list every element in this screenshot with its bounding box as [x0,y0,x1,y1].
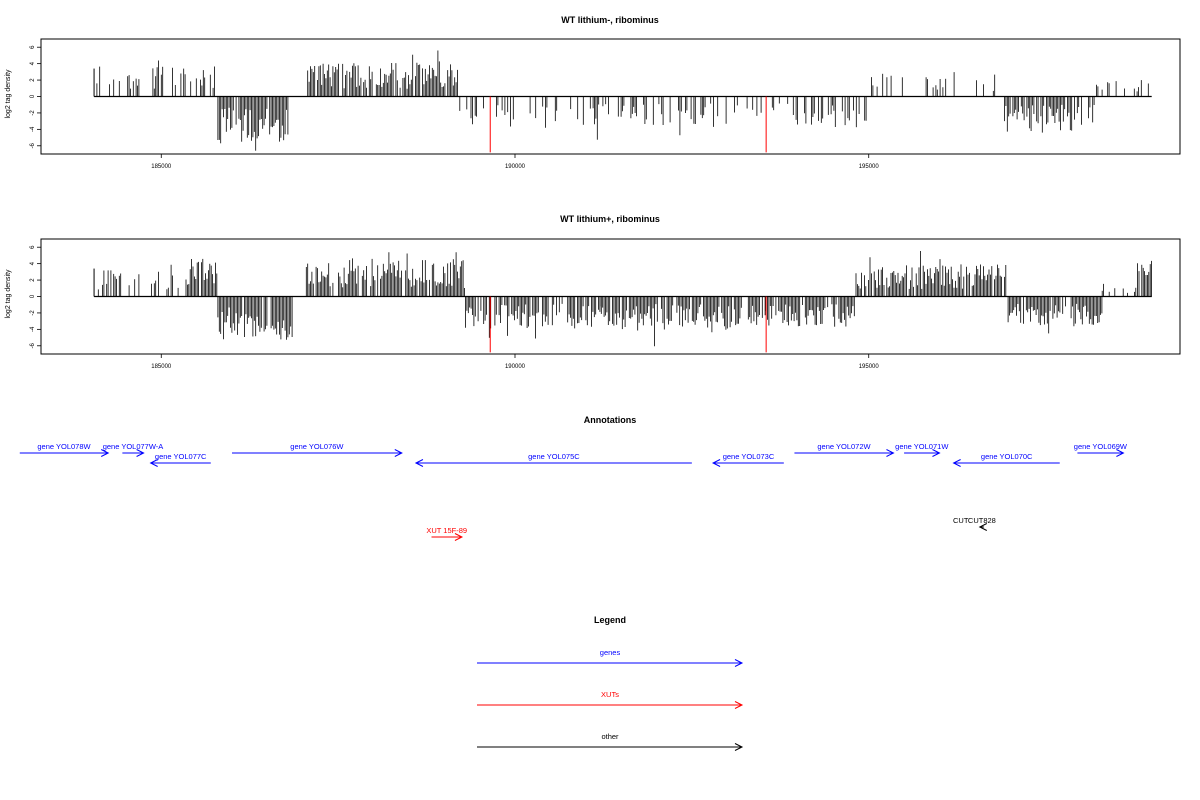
feature-gene[interactable]: gene YOL072W [794,442,895,457]
feature-other[interactable]: CUT [953,516,969,525]
arrowhead [886,449,895,457]
y-tick-label: 2 [30,278,36,282]
y-tick-label: 6 [30,245,36,249]
axes-group: -6 -4 -2 0 2 4 6 185000 190000 195000 [30,245,879,370]
arrowhead [1116,449,1125,457]
feature-gene[interactable]: gene YOL073C [711,452,784,467]
arrowhead [734,659,744,667]
annotations-panel: Annotations gene YOL078W gene YOL077W-Age… [19,415,1128,541]
legend-label: XUTs [601,690,619,699]
y-tick-label: 2 [30,78,36,82]
feature-gene[interactable]: gene YOL077W-A [103,442,164,457]
x-tick-label: 190000 [505,164,526,170]
feature-label: gene YOL077W-A [103,442,164,451]
feature-label: CUT828 [968,516,996,525]
feature-gene[interactable]: gene YOL076W [232,442,403,457]
legend-item-gene: genes [477,648,744,667]
arrowhead [414,459,424,467]
y-axis-label: log2 tag density [5,269,12,319]
y-tick-label: 4 [30,261,36,265]
x-tick-label: 185000 [151,364,172,370]
x-tick-label: 185000 [151,164,172,170]
legend-label: other [601,732,619,741]
feature-gene[interactable]: gene YOL077C [149,452,211,467]
arrowhead [734,743,744,751]
arrowhead [100,449,110,457]
x-tick-label: 195000 [859,364,880,370]
bars-group [93,251,1152,353]
feature-label: gene YOL078W [37,442,91,451]
feature-label: gene YOL072W [817,442,871,451]
arrowhead [394,449,403,457]
arrowhead [711,459,721,467]
feature-gene[interactable]: gene YOL069W [1074,442,1128,457]
feature-label: XUT 15F-89 [426,526,467,535]
arrowhead [932,449,941,457]
y-tick-label: 0 [30,94,36,98]
panel-lithium-minus: WT lithium-, ribominus log2 tag density … [5,15,1181,170]
feature-label: gene YOL077C [155,452,207,461]
bars-group [93,50,1152,153]
feature-gene[interactable]: gene YOL075C [414,452,692,467]
feature-label: gene YOL076W [290,442,344,451]
legend-panel: Legend genes XUTs other [477,615,744,751]
legend-label: genes [600,648,621,657]
x-tick-label: 190000 [505,364,526,370]
feature-gene[interactable]: gene YOL071W [895,442,949,457]
panel-title: WT lithium-, ribominus [561,15,659,25]
y-tick-label: 4 [30,61,36,65]
x-tick-label: 195000 [859,164,880,170]
legend-title: Legend [594,615,626,625]
y-tick-label: 0 [30,294,36,298]
feature-label: gene YOL075C [528,452,580,461]
panel-title: WT lithium+, ribominus [560,214,660,224]
y-tick-label: -4 [30,126,36,132]
y-tick-label: -2 [30,310,36,316]
arrowhead [149,459,158,467]
y-tick-label: -6 [30,342,36,348]
y-axis-label: log2 tag density [5,69,12,119]
y-tick-label: -6 [30,142,36,148]
feature-xut[interactable]: XUT 15F-89 [426,526,467,541]
axes-group: -6 -4 -2 0 2 4 6 185000 190000 195000 [30,45,879,170]
panel-lithium-plus: WT lithium+, ribominus log2 tag density … [5,214,1181,370]
legend-item-xut: XUTs [477,690,744,709]
arrowhead [952,459,961,467]
arrowhead [978,523,988,531]
feature-label: gene YOL073C [723,452,775,461]
feature-gene[interactable]: gene YOL070C [952,452,1060,467]
y-tick-label: -4 [30,326,36,332]
feature-gene[interactable]: gene YOL078W [19,442,110,457]
feature-label: gene YOL070C [981,452,1033,461]
feature-other[interactable]: CUT828 [968,516,996,531]
arrowhead [454,533,464,541]
arrowhead [136,449,145,457]
feature-label: gene YOL069W [1074,442,1128,451]
y-tick-label: 6 [30,45,36,49]
y-tick-label: -2 [30,110,36,116]
legend-item-other: other [477,732,744,751]
annotations-title: Annotations [584,415,637,425]
feature-label: CUT [953,516,969,525]
feature-label: gene YOL071W [895,442,949,451]
arrowhead [734,701,744,709]
legend-items-group: genes XUTs other [477,648,744,751]
